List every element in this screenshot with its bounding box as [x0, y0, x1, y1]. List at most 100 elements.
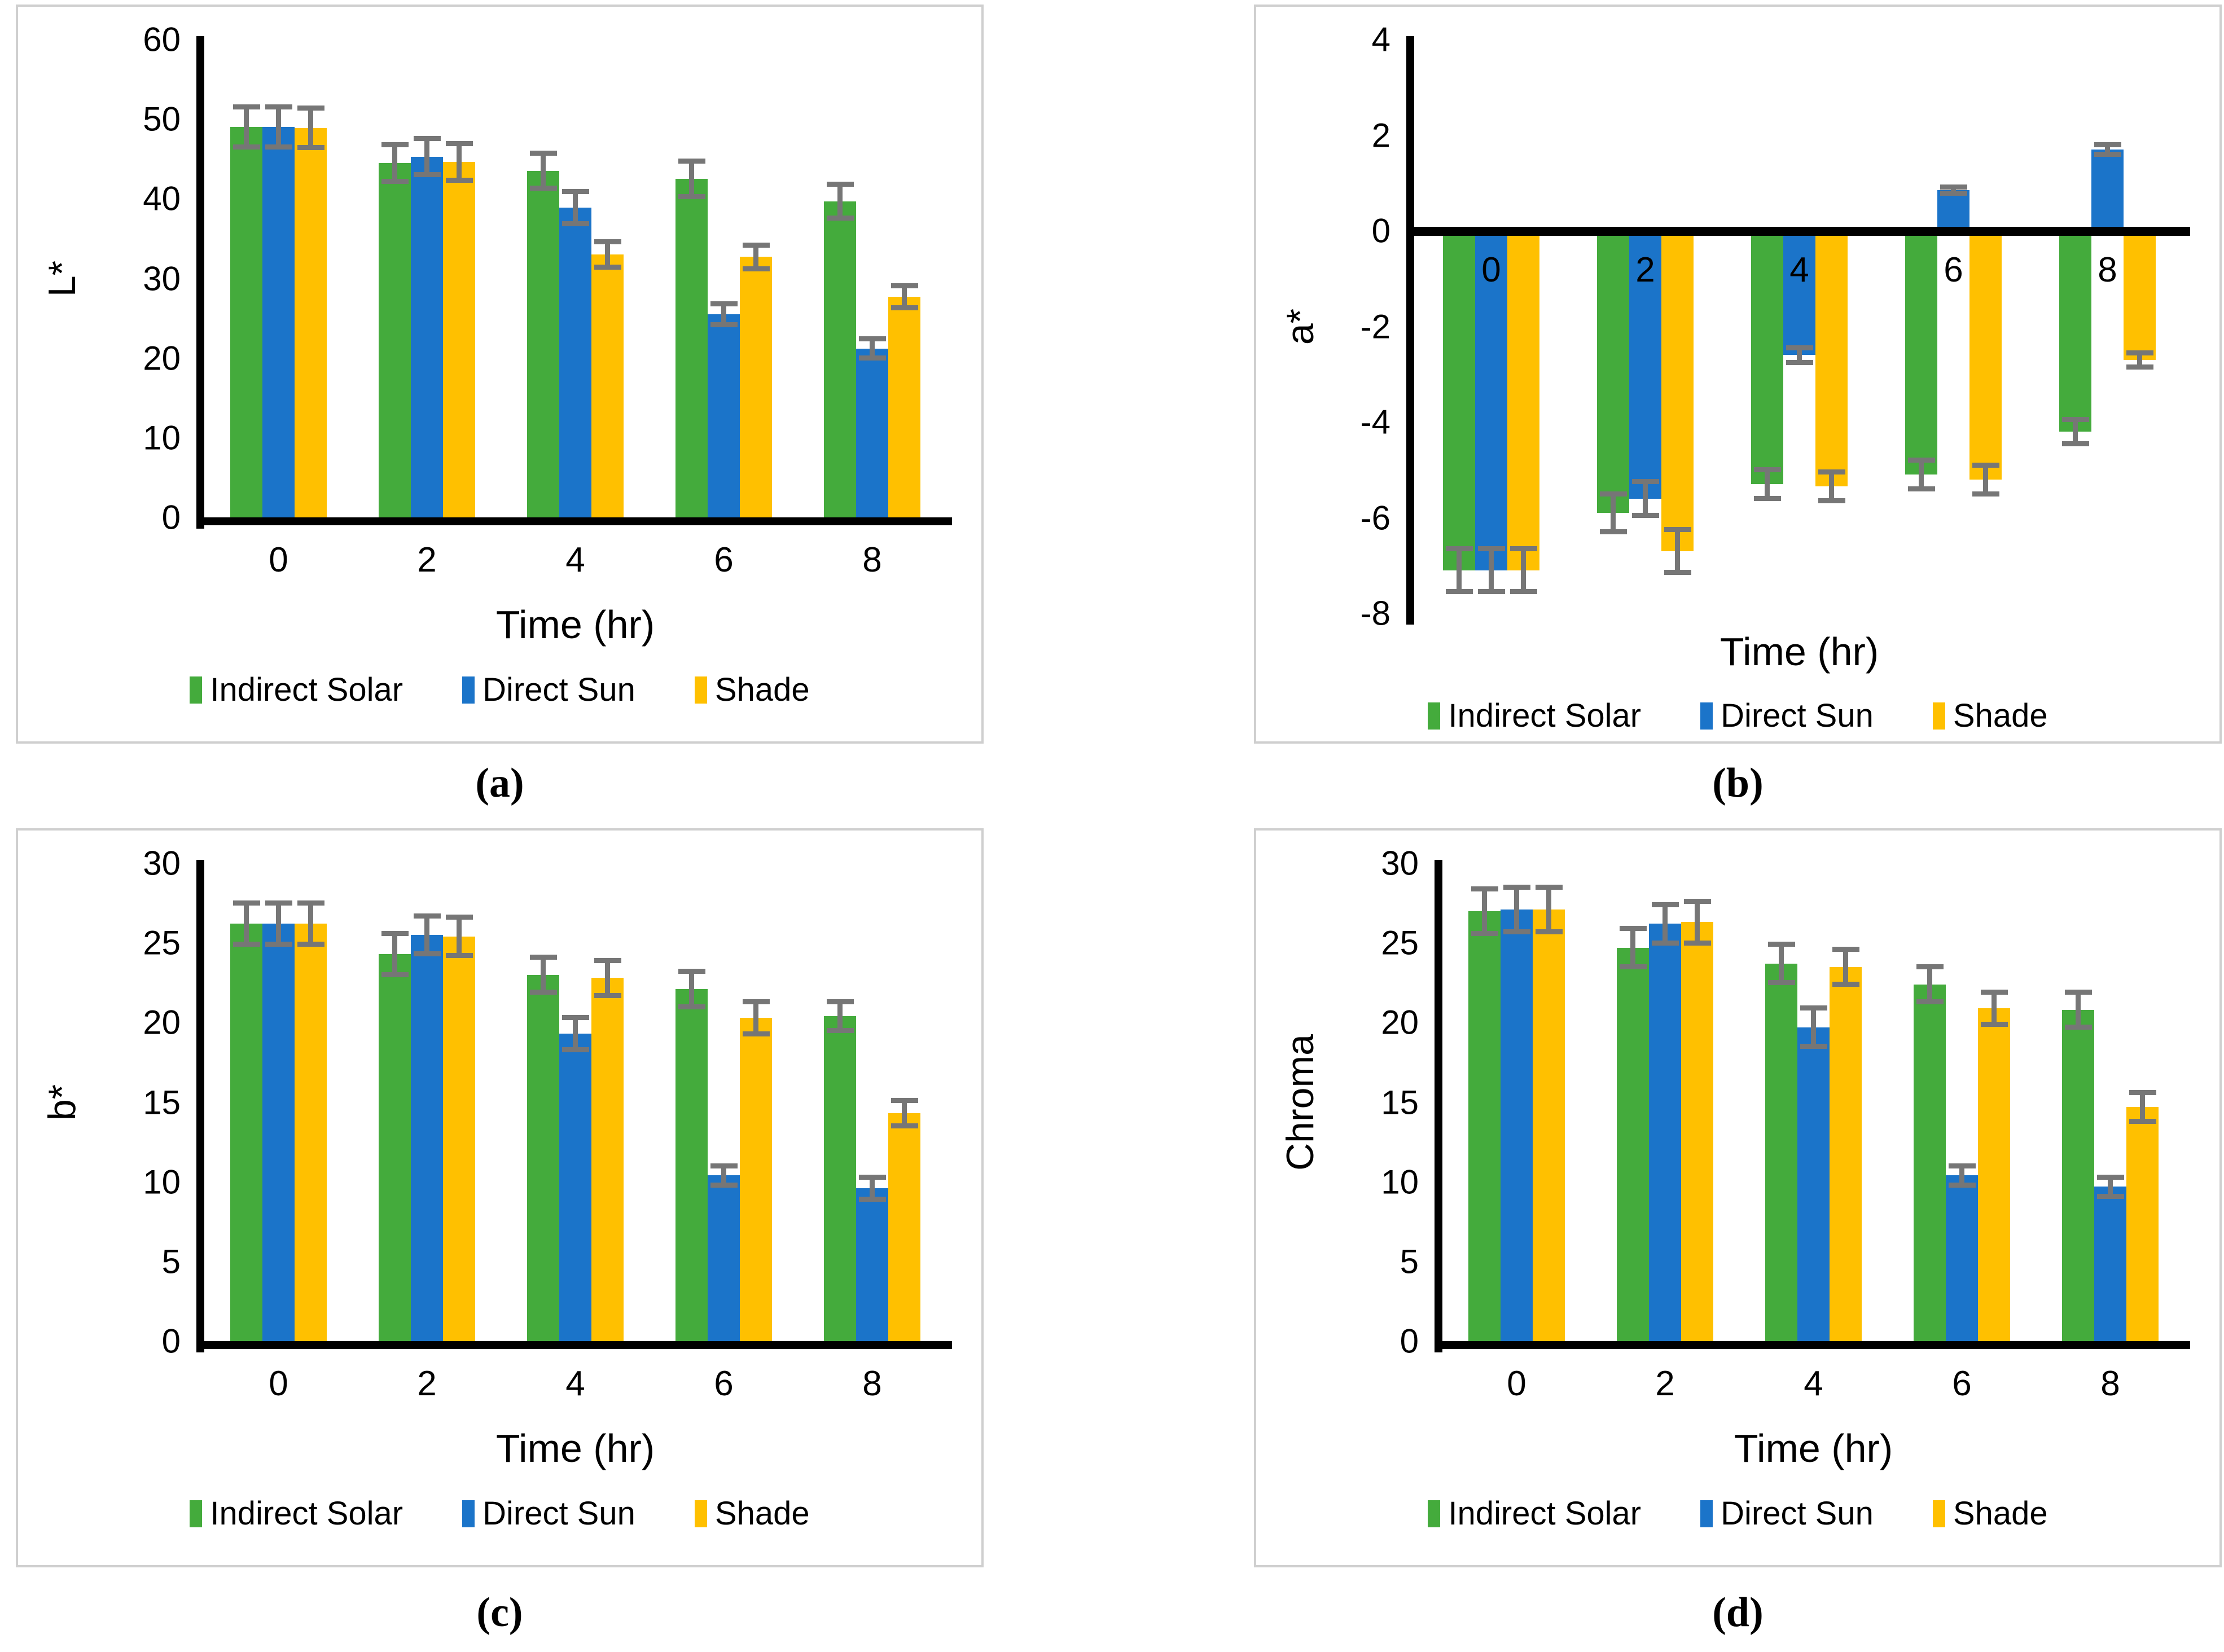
error-bar-cap — [562, 1047, 589, 1052]
error-bar-cap — [1800, 1044, 1827, 1049]
error-bar-cap — [742, 266, 770, 272]
error-bar-cap — [742, 242, 770, 248]
y-tick-label: 20 — [143, 339, 181, 377]
error-bar-cap — [1445, 589, 1473, 595]
error-bar-cap — [1972, 462, 1999, 468]
bar-direct-sun-t4 — [559, 207, 591, 517]
error-bar-cap — [265, 144, 292, 150]
bar-direct-sun-t8 — [2091, 149, 2124, 231]
y-tick-label: 20 — [1381, 1003, 1419, 1042]
bar-direct-sun-t4 — [559, 1034, 591, 1341]
legend-label: Direct Sun — [1721, 697, 1874, 734]
error-bar-cap — [265, 900, 292, 906]
error-bar-cap — [1767, 980, 1795, 986]
legend-marker-yellow — [694, 676, 707, 704]
error-bar-stem — [1797, 348, 1802, 363]
panel-a: 0 10 20 30 40 50 60 L* 0 2 4 6 8 Time (hr) Indirect So… — [16, 5, 984, 744]
x-category-label: 6 — [1944, 251, 1963, 289]
bar-direct-sun-t2 — [411, 935, 443, 1341]
error-bar-cap — [858, 336, 886, 342]
bar-shade-t8 — [2124, 231, 2156, 360]
x-category-label: 2 — [1635, 251, 1655, 289]
bar-indirect-solar-t8 — [824, 201, 856, 517]
error-bar-cap — [891, 1123, 918, 1129]
error-bar-stem — [1829, 472, 1834, 501]
y-tick-label: 30 — [143, 844, 181, 882]
error-bar-cap — [742, 999, 770, 1005]
legend-item-direct-sun: Direct Sun — [1700, 1495, 1874, 1532]
bar-direct-sun-t2 — [1629, 231, 1661, 499]
legend-marker-blue — [462, 676, 475, 704]
bar-shade-t4 — [591, 978, 624, 1341]
x-category-label: 4 — [1789, 251, 1809, 289]
y-tick-label: 10 — [143, 419, 181, 457]
bar-indirect-solar-t2 — [1597, 231, 1629, 513]
error-bar-cap — [1471, 886, 1498, 891]
error-bar-stem — [1514, 887, 1519, 932]
error-bar-cap — [1535, 884, 1563, 890]
y-tick-label: 60 — [143, 20, 181, 59]
y-tick-label: 0 — [161, 498, 181, 537]
bar-shade-t6 — [1969, 231, 2002, 480]
error-bar-cap — [891, 283, 918, 288]
y-tick-label: 40 — [143, 179, 181, 218]
x-category-label: 4 — [565, 1364, 585, 1403]
error-bar-cap — [1683, 899, 1711, 904]
error-bar-stem — [1927, 966, 1932, 1002]
error-bar-cap — [826, 182, 854, 187]
x-axis-line — [196, 1341, 952, 1349]
error-bar-stem — [721, 304, 726, 325]
error-bar-cap — [1800, 1005, 1827, 1011]
legend-label: Indirect Solar — [210, 671, 403, 708]
x-axis-title: Time (hr) — [495, 1426, 655, 1470]
error-bar-cap — [381, 972, 409, 978]
error-bar-stem — [1843, 949, 1848, 985]
error-bar-cap — [1916, 964, 1944, 970]
error-bar-cap — [1619, 926, 1647, 932]
error-bar-cap — [1651, 940, 1679, 946]
error-bar-cap — [1651, 902, 1679, 907]
legend-marker-yellow — [694, 1500, 707, 1527]
error-bar-cap — [594, 957, 621, 963]
error-bar-stem — [605, 241, 610, 267]
bar-shade-t2 — [1681, 922, 1713, 1341]
y-tick-label: 15 — [1381, 1083, 1419, 1121]
error-bar-cap — [2126, 350, 2153, 355]
bar-direct-sun-t8 — [856, 1188, 888, 1341]
y-axis-line — [196, 36, 204, 529]
bar-shade-t8 — [2126, 1106, 2159, 1341]
y-axis-title: L* — [41, 260, 84, 297]
error-bar-cap — [1664, 527, 1691, 533]
legend-marker-blue — [1700, 1500, 1713, 1527]
error-bar-cap — [891, 1098, 918, 1104]
error-bar-cap — [529, 186, 557, 191]
error-bar-cap — [1445, 546, 1473, 552]
error-bar-cap — [1972, 491, 1999, 497]
error-bar-stem — [837, 1001, 843, 1031]
error-bar-stem — [870, 1177, 875, 1200]
bar-direct-sun-t4 — [1783, 231, 1815, 355]
legend-marker-blue — [1700, 702, 1713, 730]
y-tick-label: -6 — [1360, 499, 1390, 537]
error-bar-cap — [1477, 589, 1505, 595]
x-category-label: 2 — [417, 1364, 437, 1403]
y-tick-label: 10 — [1381, 1163, 1419, 1201]
legend: Indirect Solar Direct Sun Shade — [18, 671, 981, 709]
error-bar-cap — [1980, 1021, 2008, 1027]
error-bar-stem — [2076, 992, 2081, 1027]
bar-direct-sun-t6 — [708, 1175, 740, 1341]
legend-marker-blue — [462, 1500, 475, 1527]
legend-marker-yellow — [1932, 1500, 1945, 1527]
error-bar-cap — [1832, 982, 1859, 987]
y-tick-label: -2 — [1360, 307, 1390, 345]
error-bar-cap — [413, 172, 441, 178]
y-tick-label: 20 — [143, 1003, 181, 1042]
y-tick-label: 30 — [1381, 844, 1419, 882]
error-bar-cap — [529, 955, 557, 960]
error-bar-cap — [858, 1197, 886, 1202]
x-category-label: 6 — [1952, 1364, 1972, 1403]
panel-label-b-text: (b) — [1712, 759, 1764, 806]
bar-indirect-solar-t8 — [2059, 231, 2091, 432]
error-bar-stem — [1643, 481, 1648, 516]
error-bar-cap — [381, 930, 409, 936]
